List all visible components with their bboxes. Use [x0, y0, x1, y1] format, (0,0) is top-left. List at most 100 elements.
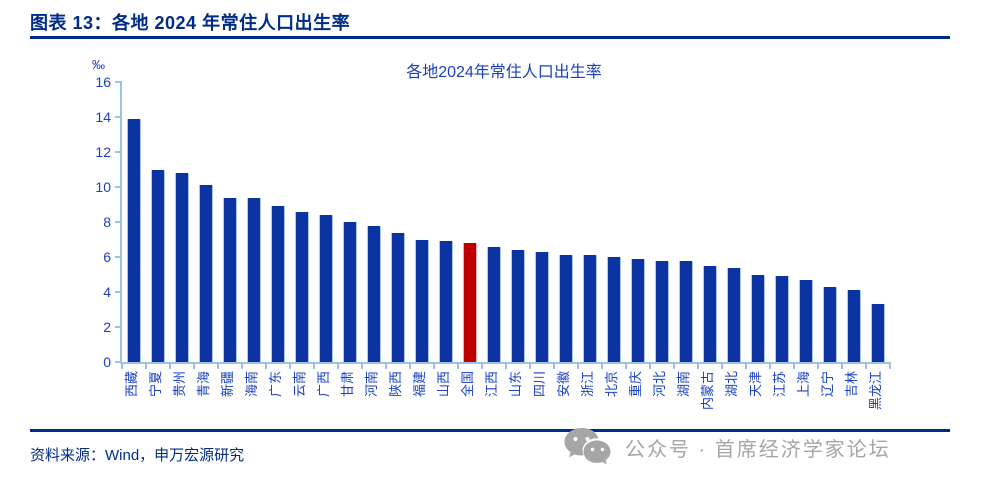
bar-slot: [218, 82, 242, 362]
x-tick-mark: [505, 362, 507, 369]
chart-title: 各地2024年常住人口出生率: [406, 64, 602, 81]
bar: [151, 169, 165, 362]
x-tick-mark: [313, 362, 315, 369]
x-tick-mark: [673, 362, 675, 369]
bar: [535, 251, 549, 362]
bar: [559, 255, 573, 362]
bar: [367, 225, 381, 362]
x-tick-mark: [385, 362, 387, 369]
x-axis-label: 江苏: [772, 371, 787, 398]
plot-area: 0 2 4 6 8 10 12 14 16: [95, 74, 891, 370]
bar: [175, 173, 189, 362]
bar-slot: [578, 82, 602, 362]
x-axis-label: 内蒙古: [700, 371, 715, 411]
x-axis-label: 河南: [364, 371, 379, 398]
bar-slot: [194, 82, 218, 362]
x-label-slot: 江西: [480, 371, 504, 433]
x-tick-mark: [289, 362, 291, 369]
bar: [415, 239, 429, 362]
bar: [511, 250, 525, 362]
x-axis-label: 上海: [796, 371, 811, 398]
bar-highlight: [463, 243, 477, 362]
x-label-slot: 山西: [432, 371, 456, 433]
bar: [703, 265, 717, 362]
bar-slot: [770, 82, 794, 362]
x-tick-mark: [601, 362, 603, 369]
bar-slot: [602, 82, 626, 362]
x-label-slot: 广西: [312, 371, 336, 433]
bar: [751, 274, 765, 362]
bar-slot: [866, 82, 890, 362]
x-axis-label: 新疆: [220, 371, 235, 398]
x-tick-mark: [433, 362, 435, 369]
x-tick-mark: [169, 362, 171, 369]
x-label-slot: 天津: [744, 371, 768, 433]
header-rule: [30, 36, 950, 39]
bar: [727, 267, 741, 362]
x-label-slot: 贵州: [168, 371, 192, 433]
bar-slot: [506, 82, 530, 362]
y-tick-label: 4: [103, 284, 111, 300]
x-tick-mark: [865, 362, 867, 369]
x-label-slot: 河北: [648, 371, 672, 433]
bar-slot: [242, 82, 266, 362]
x-tick-mark: [241, 362, 243, 369]
x-label-slot: 陕西: [384, 371, 408, 433]
y-axis-unit: ‰: [92, 57, 105, 72]
x-axis-label: 陕西: [388, 371, 403, 398]
x-axis-label: 辽宁: [820, 371, 835, 398]
x-axis-label: 安徽: [556, 371, 571, 398]
y-tick-mark: [115, 326, 122, 328]
x-label-slot: 黑龙江: [864, 371, 888, 433]
y-tick-label: 10: [95, 179, 111, 195]
x-axis-label: 吉林: [844, 371, 859, 398]
x-axis-label: 广西: [316, 371, 331, 398]
watermark: 公众号 · 首席经济学家论坛: [563, 425, 891, 469]
x-label-slot: 湖北: [720, 371, 744, 433]
x-label-slot: 安徽: [552, 371, 576, 433]
x-axis-label: 贵州: [172, 371, 187, 398]
bar-slot: [290, 82, 314, 362]
bar-slot: [674, 82, 698, 362]
x-label-slot: 海南: [240, 371, 264, 433]
watermark-text: 公众号 · 首席经济学家论坛: [625, 438, 891, 461]
x-tick-mark: [721, 362, 723, 369]
source-note: 资料来源：Wind，申万宏源研究: [30, 447, 245, 464]
bar: [775, 276, 789, 362]
x-label-slot: 吉林: [840, 371, 864, 433]
x-tick-mark: [577, 362, 579, 369]
x-axis-label: 海南: [244, 371, 259, 398]
bar-slot: [122, 82, 146, 362]
x-axis-label: 黑龙江: [868, 371, 883, 411]
bar-slot: [698, 82, 722, 362]
x-tick-mark: [817, 362, 819, 369]
x-tick-mark: [769, 362, 771, 369]
bar-series: [122, 82, 890, 362]
y-tick-mark: [115, 221, 122, 223]
x-axis-label: 天津: [748, 371, 763, 398]
wechat-icon: [563, 426, 613, 468]
bar: [655, 260, 669, 362]
x-label-slot: 北京: [600, 371, 624, 433]
bar-slot: [842, 82, 866, 362]
bar: [487, 246, 501, 362]
x-axis-label: 山西: [436, 371, 451, 398]
bar-slot: [314, 82, 338, 362]
x-axis-label: 广东: [268, 371, 283, 398]
bar-slot: [554, 82, 578, 362]
x-tick-mark: [889, 362, 891, 369]
x-axis-label: 云南: [292, 371, 307, 398]
bar-slot: [410, 82, 434, 362]
bar-slot: [722, 82, 746, 362]
x-axis-label: 青海: [196, 371, 211, 398]
x-tick-mark: [793, 362, 795, 369]
x-axis-label: 浙江: [580, 371, 595, 398]
x-tick-mark: [697, 362, 699, 369]
bar: [799, 279, 813, 362]
x-label-slot: 辽宁: [816, 371, 840, 433]
bar-slot: [794, 82, 818, 362]
x-label-slot: 西藏: [120, 371, 144, 433]
x-tick-mark: [649, 362, 651, 369]
bar-slot: [362, 82, 386, 362]
x-axis-label: 湖南: [676, 371, 691, 398]
